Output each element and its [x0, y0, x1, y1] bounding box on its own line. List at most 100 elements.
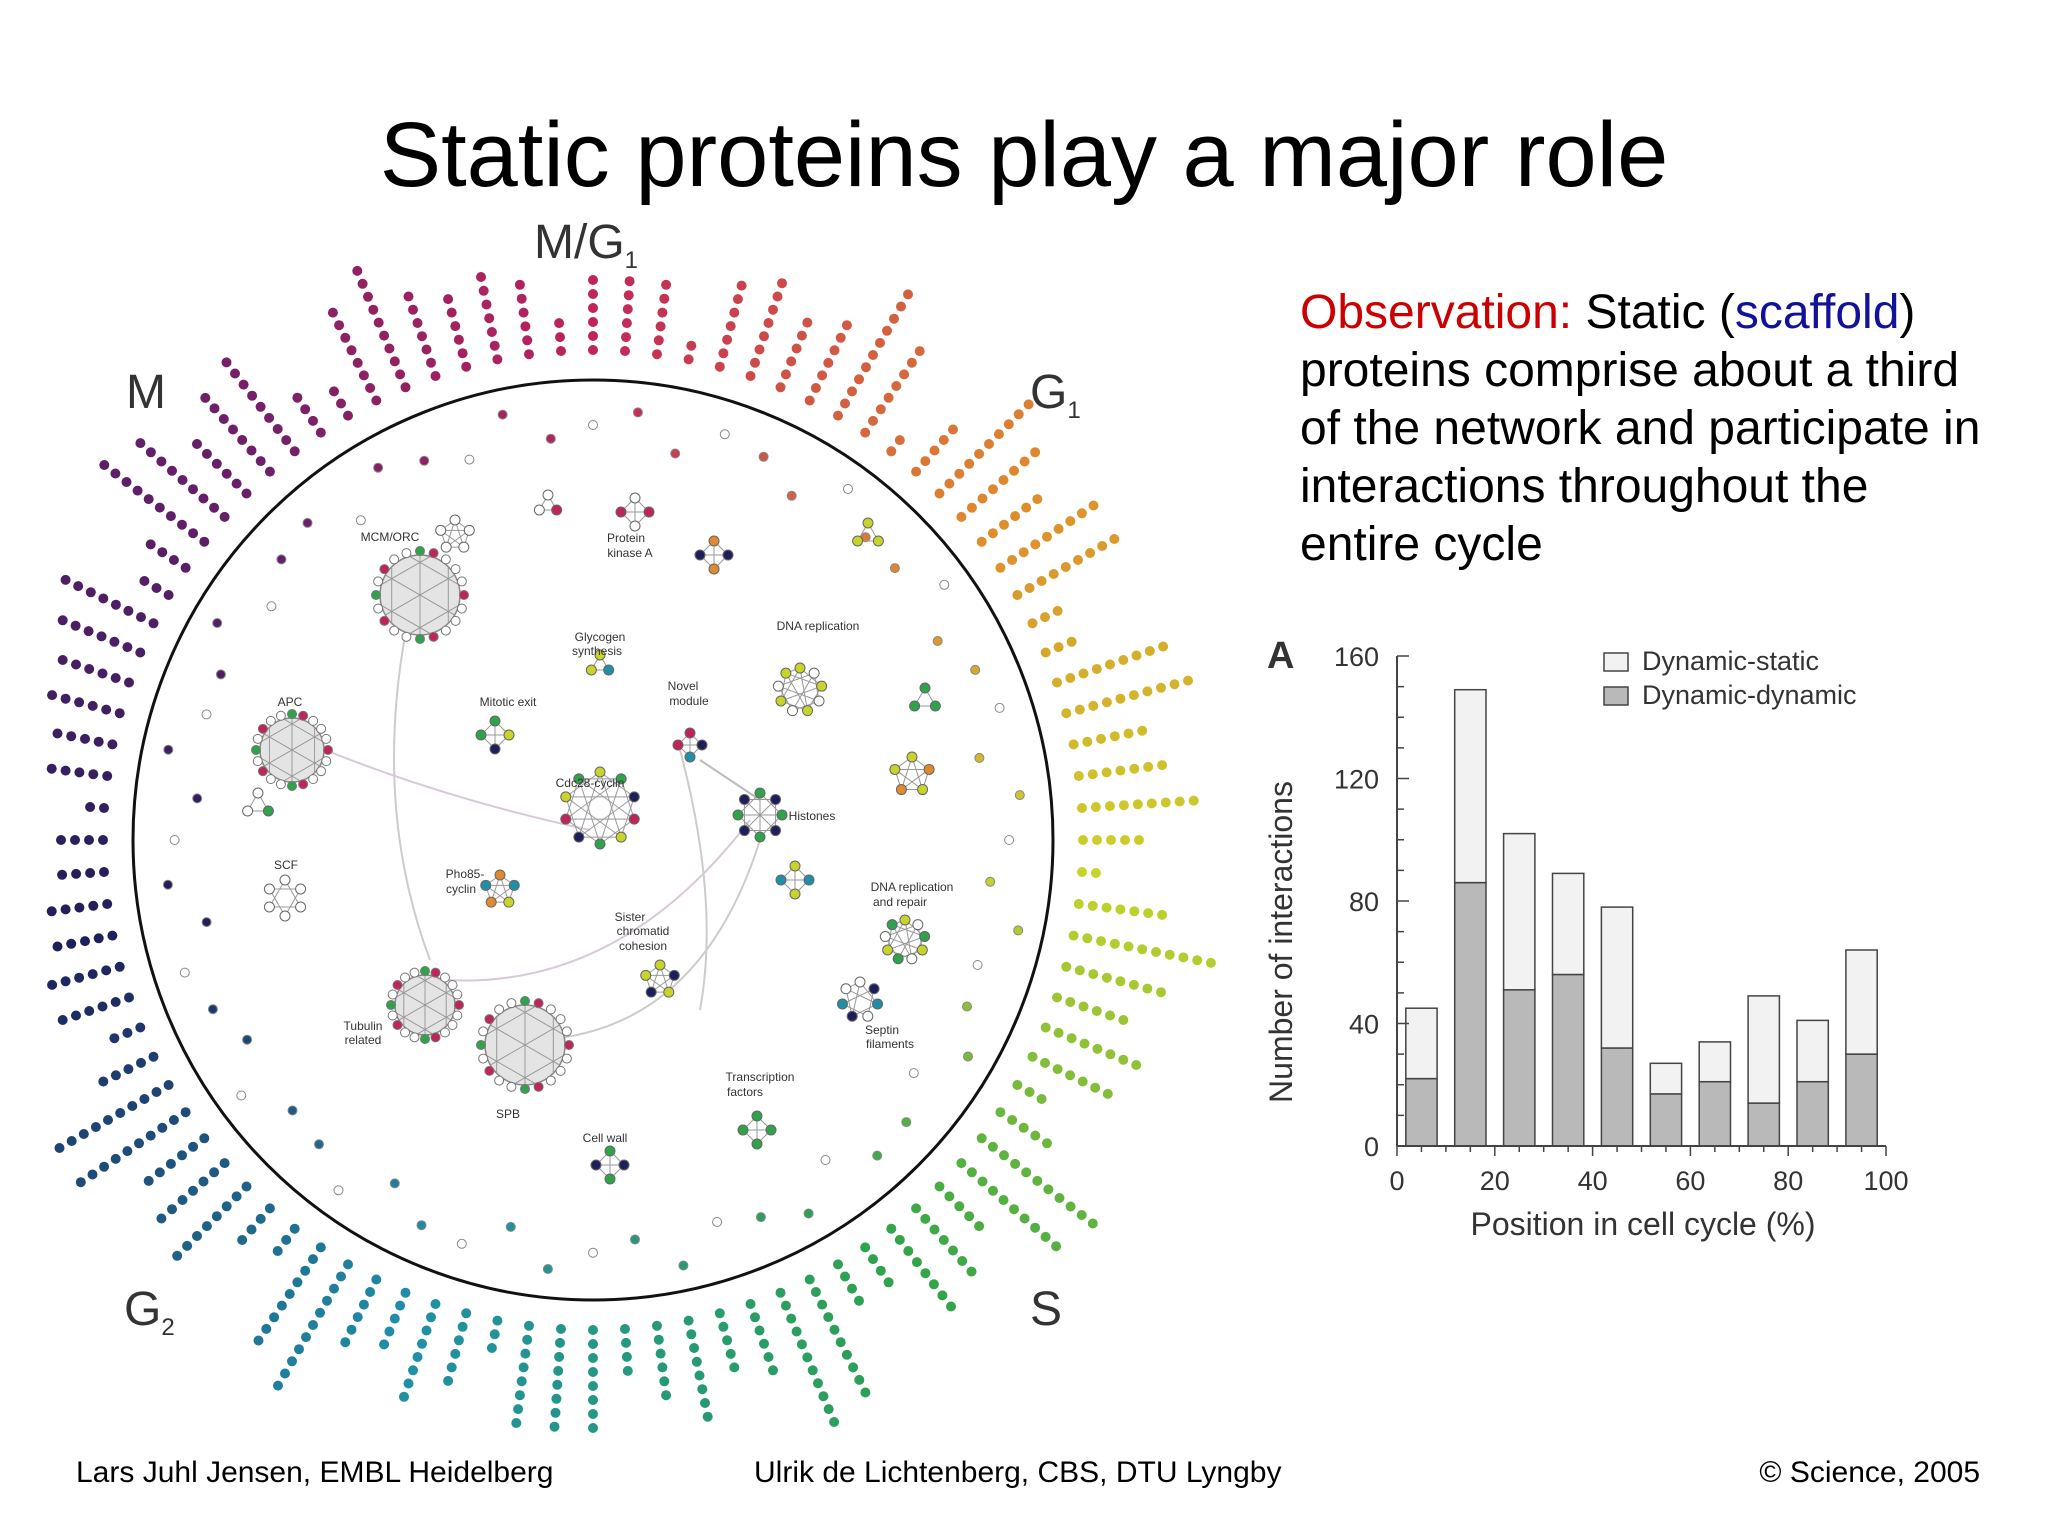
- protein-dot: [517, 294, 527, 304]
- module-label-tubulin-related: Tubulin: [344, 1019, 383, 1033]
- protein-dot: [71, 1011, 81, 1021]
- protein-dot: [722, 1335, 732, 1345]
- protein-dot: [166, 511, 176, 521]
- protein-dot: [829, 1417, 839, 1427]
- protein-dot: [188, 1186, 198, 1196]
- legend-label: Dynamic-dynamic: [1642, 680, 1857, 710]
- protein-dot: [552, 1380, 562, 1390]
- bar-dynamic-dynamic: [1650, 1094, 1681, 1146]
- protein-dot: [1115, 976, 1125, 986]
- protein-dot: [76, 1177, 86, 1187]
- protein-dot: [624, 290, 634, 300]
- protein-dot: [401, 1288, 411, 1298]
- protein-dot: [308, 1320, 318, 1330]
- protein-dot: [316, 1242, 326, 1252]
- protein-dot: [202, 449, 212, 459]
- protein-dot: [102, 899, 112, 909]
- protein-dot: [703, 1412, 713, 1422]
- protein-dot: [1105, 801, 1115, 811]
- x-tick-label: 60: [1675, 1166, 1705, 1196]
- protein-dot: [492, 354, 502, 364]
- protein-dot: [156, 1214, 166, 1224]
- bar-dynamic-static: [1455, 690, 1486, 883]
- protein-dot: [737, 281, 747, 291]
- protein-dot: [759, 1339, 769, 1349]
- protein-dot: [1074, 899, 1084, 909]
- protein-dot: [944, 479, 954, 489]
- protein-dot: [61, 766, 71, 776]
- protein-dot: [420, 456, 429, 465]
- protein-dot: [1105, 660, 1115, 670]
- protein-dot: [294, 1344, 304, 1354]
- protein-dot: [122, 642, 132, 652]
- protein-module: [738, 1111, 776, 1149]
- protein-dot: [755, 1326, 765, 1336]
- protein-dot: [169, 1115, 179, 1125]
- module-label-septin-filaments: Septin: [865, 1023, 899, 1037]
- protein-dot: [202, 918, 211, 927]
- protein-dot: [1115, 904, 1125, 914]
- protein-dot: [167, 466, 177, 476]
- protein-dot: [764, 1352, 774, 1362]
- protein-dot: [74, 973, 84, 983]
- protein-dot: [98, 1077, 108, 1087]
- protein-dot: [1010, 1159, 1020, 1169]
- protein-module: [436, 515, 475, 552]
- protein-dot: [188, 1142, 198, 1152]
- protein-dot: [964, 1052, 973, 1061]
- protein-dot: [1124, 729, 1134, 739]
- protein-dot: [85, 868, 95, 878]
- protein-dot: [836, 333, 846, 343]
- protein-dot: [74, 697, 84, 707]
- protein-dot: [220, 512, 230, 522]
- protein-dot: [1075, 965, 1085, 975]
- protein-dot: [868, 350, 878, 360]
- protein-dot: [487, 1343, 497, 1353]
- protein-dot: [847, 1284, 857, 1294]
- protein-dot: [61, 976, 71, 986]
- protein-dot: [967, 1267, 977, 1277]
- protein-dot: [99, 1162, 109, 1172]
- protein-dot: [889, 314, 899, 324]
- protein-dot: [265, 1203, 275, 1213]
- protein-dot: [1041, 1023, 1051, 1033]
- protein-dot: [554, 1352, 564, 1362]
- protein-dot: [824, 1404, 834, 1414]
- protein-dot: [172, 1251, 182, 1261]
- protein-dot: [543, 1265, 552, 1274]
- protein-dot: [1037, 576, 1047, 586]
- protein-dot: [94, 933, 104, 943]
- protein-dot: [458, 348, 468, 358]
- protein-dot: [622, 1352, 632, 1362]
- protein-dot: [199, 537, 209, 547]
- protein-dot: [1137, 726, 1147, 736]
- protein-dot: [656, 1349, 666, 1359]
- protein-dot: [854, 1375, 864, 1385]
- protein-dot: [746, 1299, 756, 1309]
- protein-dot: [522, 335, 532, 345]
- protein-dot: [686, 1329, 696, 1339]
- protein-dot: [588, 317, 598, 327]
- protein-dot: [1129, 906, 1139, 916]
- protein-dot: [999, 475, 1009, 485]
- protein-dot: [358, 279, 368, 289]
- protein-dot: [854, 374, 864, 384]
- protein-dot: [264, 413, 274, 423]
- protein-dot: [652, 1321, 662, 1331]
- protein-dot: [781, 369, 791, 379]
- protein-dot: [692, 1357, 702, 1367]
- protein-dot: [520, 321, 530, 331]
- protein-dot: [718, 1322, 728, 1332]
- protein-dot: [300, 1266, 310, 1276]
- protein-dot: [977, 537, 987, 547]
- protein-dot: [1151, 947, 1161, 957]
- protein-dot: [458, 1322, 468, 1332]
- protein-dot: [1089, 501, 1099, 511]
- protein-dot: [550, 1422, 560, 1432]
- protein-dot: [219, 414, 229, 424]
- protein-dot: [1061, 562, 1071, 572]
- protein-dot: [109, 1033, 119, 1043]
- protein-dot: [1074, 771, 1084, 781]
- protein-dot: [343, 411, 353, 421]
- protein-module: [264, 875, 305, 921]
